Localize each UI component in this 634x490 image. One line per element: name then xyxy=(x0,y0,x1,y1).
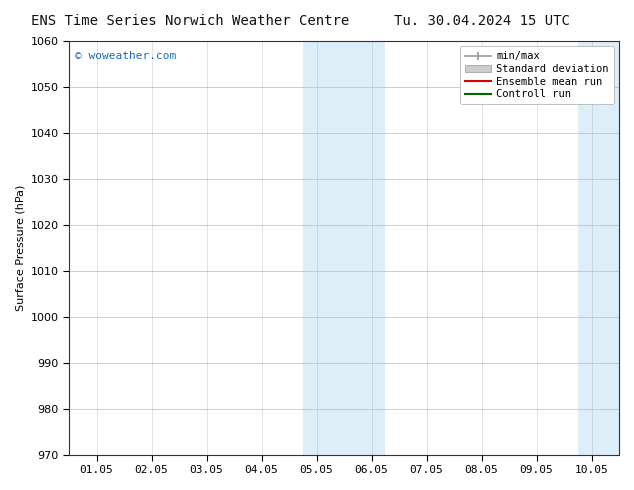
Y-axis label: Surface Pressure (hPa): Surface Pressure (hPa) xyxy=(15,185,25,311)
Text: Tu. 30.04.2024 15 UTC: Tu. 30.04.2024 15 UTC xyxy=(394,14,570,28)
Bar xyxy=(303,41,385,455)
Text: © woweather.com: © woweather.com xyxy=(75,51,176,61)
Bar xyxy=(578,41,633,455)
Text: ENS Time Series Norwich Weather Centre: ENS Time Series Norwich Weather Centre xyxy=(31,14,349,28)
Legend: min/max, Standard deviation, Ensemble mean run, Controll run: min/max, Standard deviation, Ensemble me… xyxy=(460,46,614,104)
